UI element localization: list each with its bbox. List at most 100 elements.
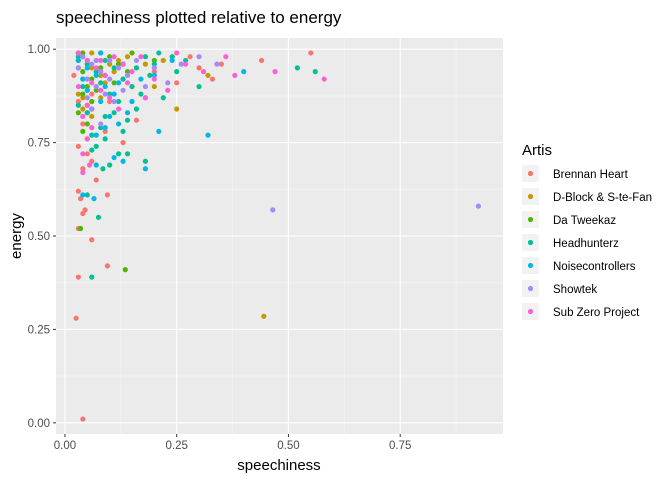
data-point <box>259 57 265 64</box>
data-point <box>84 76 90 82</box>
data-point <box>80 113 86 120</box>
data-point <box>107 76 113 82</box>
data-point <box>75 91 81 97</box>
data-point <box>187 54 193 60</box>
y-axis-ticks: 0.00 0.25 0.50 0.75 1.00 <box>28 44 56 430</box>
data-point <box>73 315 79 321</box>
data-point <box>80 151 86 157</box>
data-point <box>107 91 113 97</box>
data-point <box>308 50 314 56</box>
data-point <box>89 76 95 82</box>
data-point <box>84 87 90 93</box>
x-axis-ticks: 0.00 0.25 0.50 0.75 <box>54 434 411 452</box>
legend-label: Noisecontrollers <box>553 261 636 273</box>
data-point <box>174 80 180 86</box>
data-point <box>151 57 157 64</box>
data-point <box>102 128 108 134</box>
data-point <box>133 57 140 64</box>
data-point <box>475 203 482 209</box>
data-point <box>120 87 126 93</box>
data-point <box>111 110 117 116</box>
data-point <box>120 76 126 82</box>
data-point <box>120 140 126 146</box>
data-point <box>100 166 106 172</box>
data-point <box>205 72 211 78</box>
data-point <box>84 110 90 116</box>
y-axis-title: energy <box>8 213 25 259</box>
data-point <box>98 95 104 101</box>
data-point <box>89 106 95 112</box>
data-point <box>147 72 153 78</box>
data-point <box>75 98 81 105</box>
x-tick-label: 0.50 <box>277 440 299 452</box>
legend-label: Da Tweekaz <box>553 215 616 227</box>
data-point <box>138 76 144 82</box>
data-point <box>169 57 175 64</box>
data-point <box>196 65 202 71</box>
data-point <box>91 196 97 202</box>
data-point <box>89 147 95 153</box>
data-point <box>129 50 135 56</box>
data-point <box>84 121 90 127</box>
data-point <box>160 95 166 101</box>
chart-title: speechiness plotted relative to energy <box>56 8 342 27</box>
data-point <box>89 91 95 97</box>
data-point <box>120 158 126 164</box>
data-point <box>89 274 95 280</box>
data-point <box>169 54 175 60</box>
data-point <box>107 113 113 120</box>
data-point <box>77 225 84 232</box>
data-point <box>115 80 122 86</box>
data-point <box>98 50 104 56</box>
legend-label: Sub Zero Project <box>553 307 640 319</box>
data-point <box>80 210 86 217</box>
data-point <box>84 83 90 90</box>
data-point <box>241 69 247 75</box>
data-point <box>98 69 104 75</box>
data-point <box>209 76 216 82</box>
data-point <box>151 61 157 67</box>
major-gridlines <box>56 38 503 434</box>
legend-title: Artis <box>522 142 552 159</box>
data-point <box>80 106 86 112</box>
data-point <box>142 61 148 67</box>
data-point <box>151 72 157 78</box>
data-point <box>124 110 131 116</box>
data-point <box>80 69 86 75</box>
data-point <box>111 54 117 60</box>
data-point <box>156 128 162 134</box>
data-point <box>107 98 113 105</box>
data-point <box>151 65 157 71</box>
data-point <box>75 57 81 64</box>
data-point <box>84 102 90 108</box>
data-point <box>196 83 202 90</box>
data-point <box>133 106 140 112</box>
data-point <box>111 65 117 71</box>
data-point <box>142 54 148 60</box>
data-point <box>133 65 140 71</box>
data-point <box>120 128 126 134</box>
data-point <box>93 65 99 71</box>
data-point <box>98 57 104 64</box>
data-point <box>80 91 86 97</box>
data-point <box>160 57 166 64</box>
legend-label: Brennan Heart <box>553 169 629 181</box>
x-tick-label: 0.00 <box>54 440 76 452</box>
data-point <box>86 162 93 168</box>
data-point <box>129 98 135 105</box>
data-point <box>124 72 131 78</box>
data-point <box>156 50 162 56</box>
data-point <box>111 80 117 86</box>
data-point <box>115 121 122 127</box>
data-point <box>89 125 95 131</box>
data-point <box>80 50 86 56</box>
data-point <box>232 72 238 78</box>
data-point <box>151 69 157 75</box>
data-point <box>214 61 220 67</box>
data-point <box>111 154 117 161</box>
data-point <box>111 91 117 97</box>
data-point <box>107 61 113 67</box>
data-point <box>80 121 86 127</box>
legend-label: D-Block & S-te-Fan <box>553 192 652 204</box>
data-point <box>200 69 207 75</box>
